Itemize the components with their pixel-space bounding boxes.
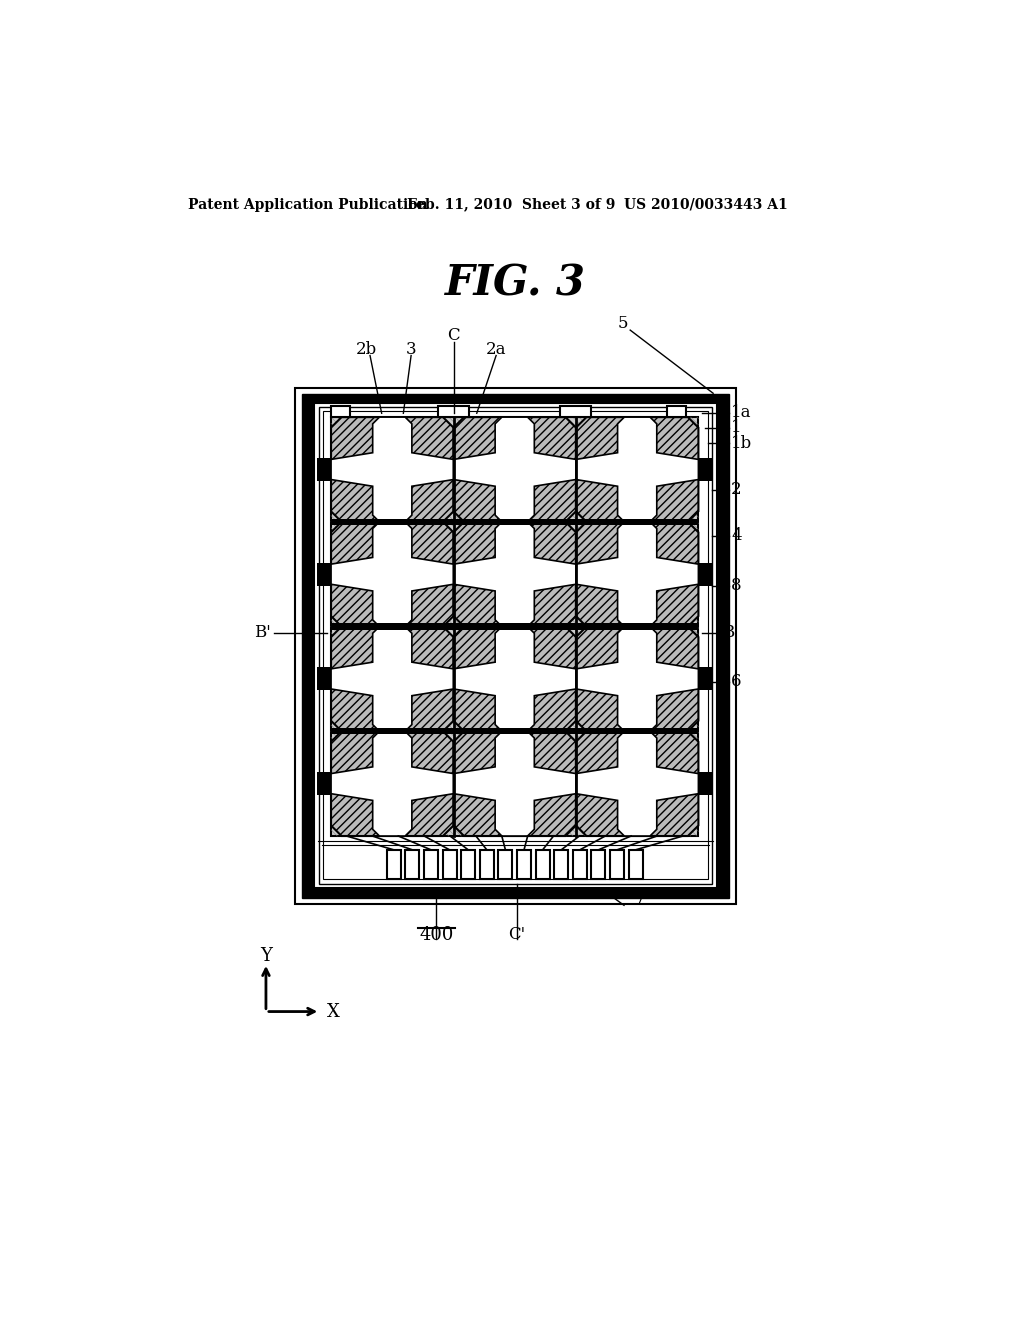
Bar [295, 388, 736, 904]
Bar [480, 850, 494, 879]
Text: Y: Y [260, 948, 272, 965]
Text: Feb. 11, 2010  Sheet 3 of 9: Feb. 11, 2010 Sheet 3 of 9 [407, 198, 615, 211]
Polygon shape [575, 417, 698, 521]
Text: 8: 8 [731, 577, 741, 594]
Bar [572, 850, 587, 879]
Polygon shape [331, 417, 454, 521]
Polygon shape [331, 627, 454, 731]
Bar [668, 407, 686, 417]
Bar [317, 458, 331, 480]
Bar [324, 411, 708, 879]
Bar [698, 562, 713, 586]
Text: C: C [447, 327, 460, 345]
Bar [318, 407, 713, 884]
Text: 1: 1 [731, 420, 741, 437]
Bar [610, 850, 624, 879]
Polygon shape [454, 521, 575, 627]
Polygon shape [575, 627, 698, 731]
Bar [317, 668, 331, 690]
Text: 7: 7 [634, 891, 645, 908]
Text: Patent Application Publication: Patent Application Publication [188, 198, 428, 211]
Text: 4: 4 [731, 527, 741, 544]
Bar [387, 850, 400, 879]
Bar [560, 407, 592, 417]
Text: 2a: 2a [485, 341, 507, 358]
Bar [317, 562, 331, 586]
Polygon shape [331, 417, 454, 521]
Text: 6: 6 [731, 673, 741, 690]
Text: 1b: 1b [731, 434, 753, 451]
Polygon shape [575, 417, 698, 521]
Polygon shape [575, 627, 698, 731]
Polygon shape [331, 521, 454, 627]
Text: 2: 2 [731, 480, 741, 498]
Bar [698, 668, 713, 690]
Bar [406, 850, 420, 879]
Text: 3: 3 [406, 341, 417, 358]
Polygon shape [454, 731, 575, 836]
Text: B: B [722, 624, 734, 642]
Polygon shape [454, 521, 575, 627]
Bar [302, 395, 729, 898]
Bar [536, 850, 550, 879]
Polygon shape [575, 731, 698, 836]
Text: B': B' [254, 624, 270, 642]
Polygon shape [454, 627, 575, 731]
Bar [499, 850, 512, 879]
Bar [554, 850, 568, 879]
Text: US 2010/0033443 A1: US 2010/0033443 A1 [624, 198, 787, 211]
Bar [317, 772, 331, 795]
Text: FIG. 3: FIG. 3 [445, 263, 586, 304]
Text: 400: 400 [419, 925, 454, 944]
Bar [698, 772, 713, 795]
Bar [314, 404, 717, 888]
Bar [442, 850, 457, 879]
Bar [698, 458, 713, 480]
Bar [331, 407, 349, 417]
Polygon shape [331, 731, 454, 836]
Bar [592, 850, 605, 879]
Bar [629, 850, 643, 879]
Text: 2b: 2b [355, 341, 377, 358]
Text: 1a: 1a [731, 404, 752, 421]
Bar [331, 417, 698, 836]
Polygon shape [454, 627, 575, 731]
Bar [331, 729, 698, 734]
Text: X: X [327, 1003, 339, 1020]
Polygon shape [331, 627, 454, 731]
Polygon shape [454, 417, 575, 521]
Polygon shape [331, 521, 454, 627]
Polygon shape [454, 731, 575, 836]
Bar [438, 407, 469, 417]
Bar [461, 850, 475, 879]
Polygon shape [575, 521, 698, 627]
Polygon shape [454, 417, 575, 521]
Polygon shape [575, 731, 698, 836]
Text: C': C' [509, 927, 525, 942]
Bar [331, 519, 698, 525]
Bar [331, 623, 698, 630]
Polygon shape [575, 521, 698, 627]
Bar [424, 850, 438, 879]
Polygon shape [331, 731, 454, 836]
Bar [517, 850, 531, 879]
Text: 5: 5 [617, 315, 628, 333]
